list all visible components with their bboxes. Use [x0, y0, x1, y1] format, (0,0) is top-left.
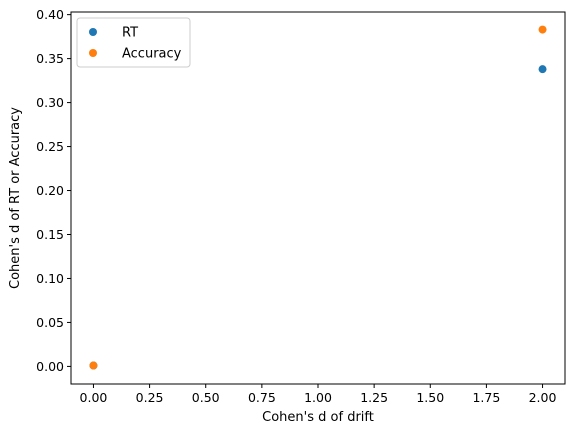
- x-tick-label: 1.75: [472, 390, 500, 405]
- x-tick-label: 1.50: [416, 390, 444, 405]
- legend: RT Accuracy: [76, 17, 191, 68]
- y-tick-label: 0.10: [36, 271, 64, 286]
- y-tick-label: 0.35: [36, 51, 64, 66]
- y-tick-label: 0.30: [36, 95, 64, 110]
- x-tick-label: 0.25: [136, 390, 164, 405]
- y-axis-label: Cohen's d of RT or Accuracy: [8, 107, 23, 289]
- y-axis-ticks: 0.00 0.05 0.10 0.15 0.20 0.25 0.30 0.35 0.40: [36, 7, 71, 374]
- legend-label-rt: RT: [122, 26, 138, 41]
- legend-label-accuracy: Accuracy: [122, 47, 182, 62]
- y-tick-label: 0.25: [36, 139, 64, 154]
- plot-frame: [70, 11, 566, 385]
- point-accuracy: [538, 25, 547, 34]
- y-tick-label: 0.20: [36, 183, 64, 198]
- x-tick-label: 0.75: [248, 390, 276, 405]
- y-tick-label: 0.00: [36, 359, 64, 374]
- x-axis-label: Cohen's d of drift: [262, 410, 374, 425]
- point-accuracy: [89, 361, 98, 370]
- x-axis-ticks: 0.00 0.25 0.50 0.75 1.00 1.25 1.50 1.75 2.00: [80, 384, 557, 405]
- x-tick-label: 1.00: [304, 390, 332, 405]
- legend-marker-accuracy: [89, 49, 97, 57]
- legend-marker-rt: [89, 28, 97, 36]
- x-tick-label: 0.50: [192, 390, 220, 405]
- x-tick-label: 2.00: [529, 390, 557, 405]
- x-tick-label: 0.00: [80, 390, 108, 405]
- y-tick-label: 0.40: [36, 7, 64, 22]
- point-rt: [538, 65, 547, 74]
- y-tick-label: 0.05: [36, 315, 64, 330]
- y-tick-label: 0.15: [36, 227, 64, 242]
- x-tick-label: 1.25: [360, 390, 388, 405]
- plot-layer: [89, 25, 547, 370]
- legend-box: [76, 17, 191, 68]
